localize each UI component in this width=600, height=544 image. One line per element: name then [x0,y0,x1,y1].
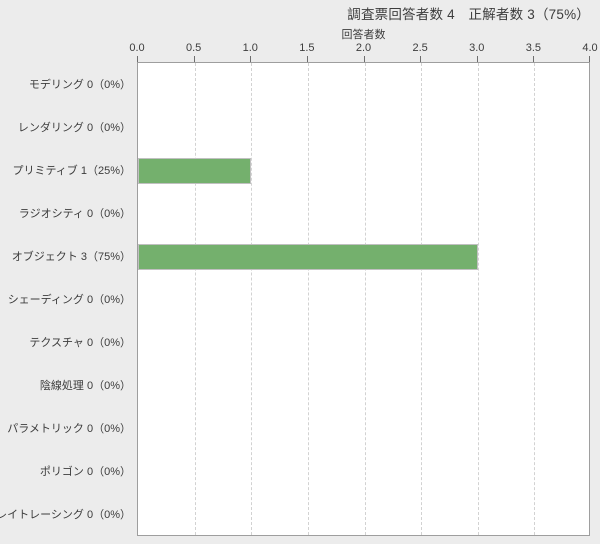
x-tick-label: 2.5 [412,42,428,54]
y-axis-category-labels: モデリング 0（0%） レンダリング 0（0%） プリミティブ 1（25%） ラジオシ… [0,62,131,536]
x-tick-label: 2.0 [355,42,372,54]
x-axis-title: 回答者数 [341,29,386,41]
x-tick-label: 1.0 [242,42,258,54]
gridline [534,63,536,535]
x-tick-mark [306,56,308,62]
y-category-label: レイトレーシング 0（0%） [0,509,131,522]
plot-area [137,62,590,536]
y-category-label: ポリゴン 0（0%） [39,466,131,479]
y-category-label: パラメトリック 0（0%） [7,423,131,436]
y-category-label: レンダリング 0（0%） [17,121,131,134]
x-tick-mark [363,56,365,62]
y-category-label: ラジオシティ 0（0%） [18,207,131,220]
gridline [194,63,196,535]
x-tick-label: 3.0 [469,42,485,54]
y-category-label: プリミティブ 1（25%） [12,164,131,177]
gridline [251,63,253,535]
gridline [477,63,479,535]
x-tick-label: 4.0 [582,42,598,54]
bar [138,243,478,270]
bar [138,157,252,184]
plot-inner [138,63,589,535]
x-tick-label: 1.5 [299,42,315,54]
gridline [307,63,309,535]
x-tick-mark [476,56,478,62]
gridline [138,63,139,535]
x-tick-mark [533,56,535,62]
x-tick-mark [193,56,195,62]
survey-summary-title: 調査票回答者数 4 正解者数 3（75%） [347,7,590,22]
gridline [421,63,423,535]
y-category-label: シェーディング 0（0%） [7,294,131,306]
y-category-label: モデリング 0（0%） [28,78,131,91]
y-category-label: テクスチャ 0（0%） [29,337,131,350]
x-axis-tick-labels: 0.0 0.5 1.0 1.5 2.0 2.5 3.0 3.5 4.0 [0,42,600,56]
x-tick-label: 0.0 [129,42,145,54]
gridline [364,63,366,535]
x-tick-mark [250,56,252,62]
x-tick-label: 3.5 [525,42,542,54]
chart-header: 調査票回答者数 4 正解者数 3（75%） [0,0,600,26]
y-category-label: 陰線処理 0（0%） [39,380,131,393]
x-axis-tick-marks [137,56,590,62]
x-tick-mark [420,56,422,62]
x-tick-label: 0.5 [185,42,202,54]
x-tick-mark [589,56,590,62]
y-category-label: オブジェクト 3（75%） [11,250,131,263]
x-tick-mark [137,56,138,62]
